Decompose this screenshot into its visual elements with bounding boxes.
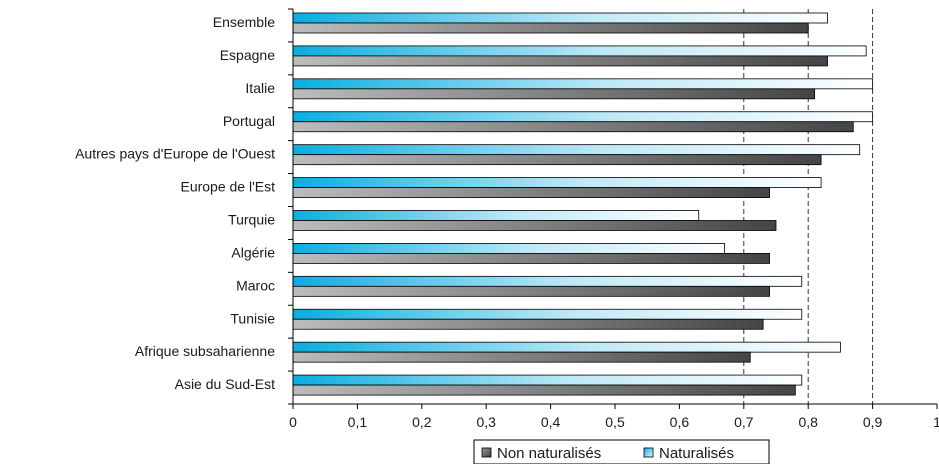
category-label-2: Italie [245, 80, 275, 96]
legend-box [473, 439, 770, 464]
bar-non-naturalises-2 [292, 88, 816, 100]
x-tick-label-5: 0,5 [605, 414, 625, 430]
legend-label-non-naturalises: Non naturalisés [497, 445, 601, 462]
legend-swatch-naturalises [643, 447, 654, 458]
bar-naturalises-3 [292, 111, 873, 123]
bar-naturalises-0 [292, 12, 828, 24]
x-tick-label-7: 0,7 [734, 414, 754, 430]
legend-swatch-non-naturalises [481, 447, 492, 458]
category-label-9: Tunisie [230, 310, 275, 326]
category-label-3: Portugal [223, 113, 275, 129]
bar-naturalises-8 [292, 275, 803, 287]
bar-naturalises-10 [292, 341, 841, 353]
bar-non-naturalises-6 [292, 220, 777, 231]
category-label-5: Europe de l'Est [180, 179, 275, 195]
bar-non-naturalises-9 [292, 318, 764, 330]
x-tick-label-4: 0,4 [541, 414, 561, 430]
x-tick-label-2: 0,2 [412, 414, 432, 430]
bars [292, 12, 873, 396]
bar-naturalises-7 [292, 243, 725, 254]
bar-naturalises-1 [292, 45, 867, 57]
bar-naturalises-6 [292, 210, 700, 221]
bar-naturalises-9 [292, 308, 803, 320]
category-label-11: Asie du Sud-Est [175, 376, 275, 392]
bar-non-naturalises-7 [292, 253, 770, 264]
category-labels: Ensemble Espagne Italie Portugal Autres pays… [75, 14, 275, 392]
legend: Non naturalisés Naturalisés [473, 439, 770, 464]
x-tick-label-3: 0,3 [476, 414, 496, 430]
bar-non-naturalises-1 [292, 55, 828, 67]
bar-non-naturalises-5 [292, 187, 770, 198]
bar-naturalises-2 [292, 78, 873, 90]
x-tick-label-10: 1 [933, 414, 939, 430]
category-label-4: Autres pays d'Europe de l'Ouest [75, 146, 275, 162]
category-label-7: Algérie [231, 244, 275, 260]
x-tick-label-6: 0,6 [670, 414, 690, 430]
x-tick-label-1: 0,1 [348, 414, 368, 430]
bar-non-naturalises-3 [292, 121, 854, 133]
x-tick-label-0: 0 [289, 414, 297, 430]
category-label-1: Espagne [220, 47, 275, 63]
bar-naturalises-5 [292, 177, 822, 188]
reference-lines [743, 9, 874, 404]
legend-label-naturalises: Naturalisés [659, 445, 734, 462]
bar-naturalises-4 [292, 144, 861, 156]
bar-non-naturalises-11 [292, 384, 796, 396]
bar-non-naturalises-10 [292, 351, 751, 363]
category-label-6: Turquie [228, 212, 275, 228]
bar-non-naturalises-0 [292, 22, 809, 34]
category-label-0: Ensemble [213, 14, 275, 30]
category-label-8: Maroc [236, 277, 275, 293]
bar-non-naturalises-8 [292, 285, 770, 297]
category-label-10: Afrique subsaharienne [135, 343, 275, 359]
x-axis: 0 0,1 0,2 0,3 0,4 0,5 0,6 0,7 0,8 0,9 1 [288, 8, 939, 430]
x-tick-label-9: 0,9 [863, 414, 883, 430]
bar-non-naturalises-4 [292, 154, 822, 166]
x-tick-label-8: 0,8 [798, 414, 818, 430]
bar-naturalises-11 [292, 374, 803, 386]
